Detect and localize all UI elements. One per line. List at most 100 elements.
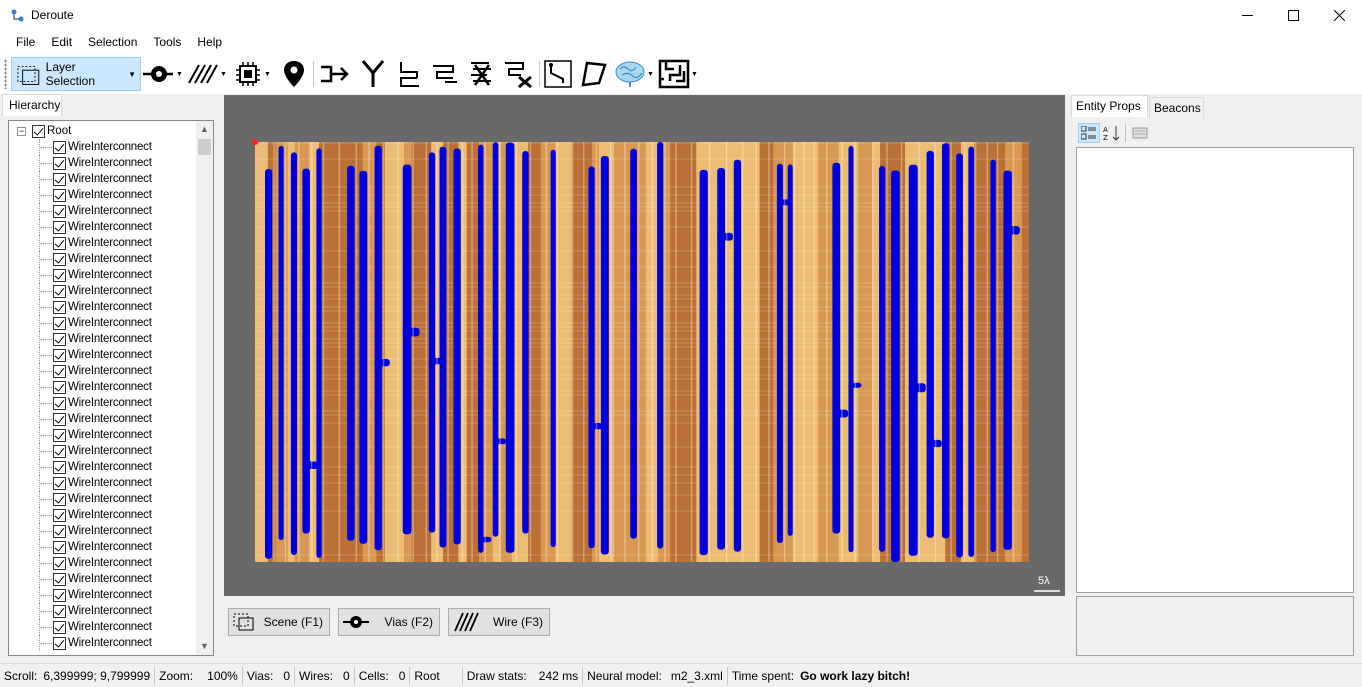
root-checkbox[interactable] xyxy=(32,124,45,138)
tree-item-checkbox[interactable] xyxy=(53,620,66,634)
scroll-down-icon[interactable]: ▼ xyxy=(200,641,209,651)
tree-item-checkbox[interactable] xyxy=(53,444,66,458)
route-multi-button[interactable] xyxy=(428,57,462,91)
tree-item[interactable]: WireInterconnect xyxy=(9,251,199,267)
merge-button[interactable] xyxy=(356,57,390,91)
tree-item-checkbox[interactable] xyxy=(53,540,66,554)
tree-item[interactable]: WireInterconnect xyxy=(9,379,199,395)
tree-item[interactable]: WireInterconnect xyxy=(9,443,199,459)
vias-mode-button[interactable]: Vias (F2) xyxy=(338,608,440,636)
tree-item-checkbox[interactable] xyxy=(53,188,66,202)
minimize-button[interactable] xyxy=(1224,0,1270,31)
cell-tool-button[interactable]: ▼ xyxy=(232,57,272,91)
tree-item-checkbox[interactable] xyxy=(53,204,66,218)
tree-item[interactable]: WireInterconnect xyxy=(9,539,199,555)
tree-item[interactable]: WireInterconnect xyxy=(9,635,199,651)
delete-route-button[interactable] xyxy=(464,57,498,91)
tree-item-checkbox[interactable] xyxy=(53,556,66,570)
tree-item-checkbox[interactable] xyxy=(53,476,66,490)
tree-item[interactable]: WireInterconnect xyxy=(9,587,199,603)
tree-item-checkbox[interactable] xyxy=(53,156,66,170)
menu-tools[interactable]: Tools xyxy=(153,35,182,49)
tree-item-checkbox[interactable] xyxy=(53,508,66,522)
close-button[interactable] xyxy=(1316,0,1362,31)
route-button[interactable] xyxy=(392,57,426,91)
tree-item-checkbox[interactable] xyxy=(53,460,66,474)
menu-file[interactable]: File xyxy=(16,35,36,49)
tree-item[interactable]: WireInterconnect xyxy=(9,171,199,187)
tree-item-checkbox[interactable] xyxy=(53,172,66,186)
maximize-button[interactable] xyxy=(1270,0,1316,31)
tree-item-checkbox[interactable] xyxy=(53,348,66,362)
layout-canvas[interactable]: 5λ xyxy=(224,95,1065,596)
menu-help[interactable]: Help xyxy=(197,35,223,49)
tree-item-checkbox[interactable] xyxy=(53,524,66,538)
tree-item-checkbox[interactable] xyxy=(53,300,66,314)
tab-entity-props[interactable]: Entity Props xyxy=(1071,95,1148,117)
tree-item[interactable]: WireInterconnect xyxy=(9,555,199,571)
select-wire-button[interactable] xyxy=(542,57,574,91)
tree-item-checkbox[interactable] xyxy=(53,252,66,266)
tree-item[interactable]: WireInterconnect xyxy=(9,219,199,235)
tree-item-checkbox[interactable] xyxy=(53,268,66,282)
tree-item-checkbox[interactable] xyxy=(53,364,66,378)
tree-item-checkbox[interactable] xyxy=(53,284,66,298)
tree-scrollbar[interactable]: ▲ ▼ xyxy=(196,121,213,655)
tree-item[interactable]: WireInterconnect xyxy=(9,331,199,347)
tree-item-checkbox[interactable] xyxy=(53,636,66,650)
tree-root[interactable]: − Root xyxy=(17,123,71,139)
tree-item-checkbox[interactable] xyxy=(53,316,66,330)
tab-hierarchy[interactable]: Hierarchy xyxy=(2,94,62,116)
tree-item[interactable]: WireInterconnect xyxy=(9,603,199,619)
tree-item[interactable]: WireInterconnect xyxy=(9,411,199,427)
wire-mode-button[interactable]: Wire (F3) xyxy=(448,608,550,636)
delete-routes-button[interactable] xyxy=(500,57,536,91)
tree-item[interactable]: WireInterconnect xyxy=(9,235,199,251)
tree-item[interactable]: WireInterconnect xyxy=(9,187,199,203)
tree-item-checkbox[interactable] xyxy=(53,236,66,250)
tree-item[interactable]: WireInterconnect xyxy=(9,507,199,523)
alphabetical-button[interactable]: A Z xyxy=(1101,123,1123,143)
menu-selection[interactable]: Selection xyxy=(88,35,138,49)
collapse-icon[interactable]: − xyxy=(17,125,26,136)
tab-beacons[interactable]: Beacons xyxy=(1149,97,1204,119)
toolbar-grip[interactable] xyxy=(4,59,7,89)
scene-mode-button[interactable]: Scene (F1) xyxy=(228,608,330,636)
categorized-button[interactable] xyxy=(1078,123,1100,143)
polygon-button[interactable] xyxy=(577,57,611,91)
tree-item[interactable]: WireInterconnect xyxy=(9,267,199,283)
tree-item[interactable]: WireInterconnect xyxy=(9,139,199,155)
tree-item-checkbox[interactable] xyxy=(53,604,66,618)
connect-button[interactable] xyxy=(318,57,352,91)
property-pages-button[interactable] xyxy=(1129,123,1151,143)
tree-item[interactable]: WireInterconnect xyxy=(9,363,199,379)
hierarchy-tree[interactable]: − Root WireInterconnect WireInterconnect W… xyxy=(8,120,214,656)
maze-button[interactable]: ▼ xyxy=(658,57,698,91)
tree-item[interactable]: WireInterconnect xyxy=(9,203,199,219)
tree-item-checkbox[interactable] xyxy=(53,412,66,426)
tree-item[interactable]: WireInterconnect xyxy=(9,427,199,443)
tree-item[interactable]: WireInterconnect xyxy=(9,491,199,507)
tree-item-checkbox[interactable] xyxy=(53,220,66,234)
scroll-thumb[interactable] xyxy=(198,139,211,155)
property-grid[interactable] xyxy=(1076,147,1354,593)
beacon-tool-button[interactable] xyxy=(278,57,310,91)
menu-edit[interactable]: Edit xyxy=(51,35,73,49)
tree-item[interactable]: WireInterconnect xyxy=(9,283,199,299)
layer-selection-button[interactable]: Layer Selection ▼ xyxy=(11,57,141,91)
wire-tool-button[interactable]: ▼ xyxy=(187,57,227,91)
tree-item[interactable]: WireInterconnect xyxy=(9,459,199,475)
tree-item[interactable]: WireInterconnect xyxy=(9,523,199,539)
tree-item[interactable]: WireInterconnect xyxy=(9,315,199,331)
tree-item-checkbox[interactable] xyxy=(53,140,66,154)
tree-item[interactable]: WireInterconnect xyxy=(9,395,199,411)
tree-item-checkbox[interactable] xyxy=(53,572,66,586)
tree-item-checkbox[interactable] xyxy=(53,332,66,346)
via-tool-button[interactable]: ▼ xyxy=(143,57,183,91)
tree-item-checkbox[interactable] xyxy=(53,588,66,602)
tree-item-checkbox[interactable] xyxy=(53,492,66,506)
tree-item[interactable]: WireInterconnect xyxy=(9,347,199,363)
tree-item-checkbox[interactable] xyxy=(53,380,66,394)
scroll-up-icon[interactable]: ▲ xyxy=(200,124,209,134)
tree-item[interactable]: WireInterconnect xyxy=(9,571,199,587)
